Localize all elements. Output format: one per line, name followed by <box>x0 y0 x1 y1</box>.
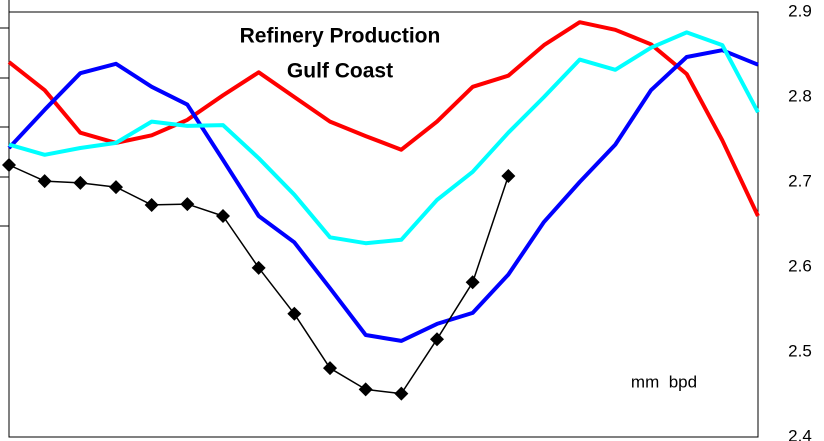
unit-annotation: mm bpd <box>631 372 697 391</box>
series-line <box>7 20 760 217</box>
data-point <box>287 306 302 321</box>
data-point <box>323 361 337 376</box>
data-point <box>109 180 123 195</box>
data-point <box>216 209 230 223</box>
data-point <box>180 197 195 212</box>
series-line <box>8 30 760 246</box>
data-point <box>2 158 16 172</box>
data-point <box>430 332 444 347</box>
series-line <box>7 48 759 343</box>
data-point <box>37 174 52 189</box>
data-point <box>501 169 516 184</box>
y-tick-label: 2.6 <box>788 256 812 275</box>
data-point <box>144 197 159 212</box>
data-point <box>358 382 373 397</box>
y-tick-label: 2.8 <box>788 86 812 105</box>
data-point <box>73 175 88 190</box>
y-tick-label: 2.7 <box>788 171 812 190</box>
y-tick-label: 2.4 <box>788 426 812 441</box>
data-point <box>394 386 409 401</box>
y-tick-label: 2.9 <box>788 1 812 20</box>
series-line <box>8 164 510 395</box>
data-point <box>251 260 266 275</box>
chart-title: Refinery Production <box>240 25 441 48</box>
chart-subtitle: Gulf Coast <box>287 60 393 83</box>
y-tick-label: 2.5 <box>788 341 812 360</box>
data-point <box>465 275 480 290</box>
inset-axis <box>0 0 10 268</box>
